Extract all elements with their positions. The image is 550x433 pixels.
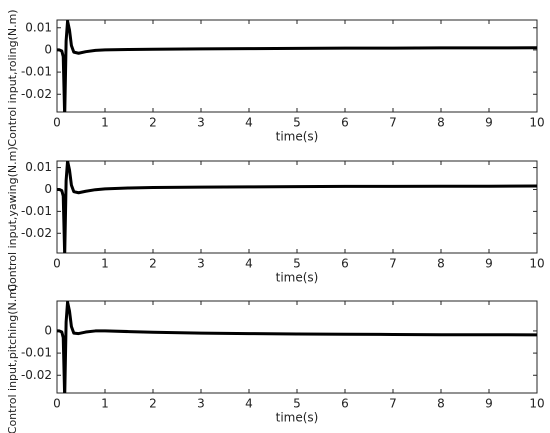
x-axis-label: time(s) <box>276 130 319 144</box>
y-tick-label: -0.02 <box>21 368 52 382</box>
x-axis-label: time(s) <box>276 271 319 285</box>
x-tick-label: 2 <box>149 257 157 271</box>
x-tick-label: 6 <box>341 116 349 130</box>
y-tick-label: -0.01 <box>21 346 52 360</box>
y-tick-label: 0.01 <box>25 20 52 34</box>
x-tick-label: 5 <box>293 397 301 411</box>
x-tick-label: 4 <box>245 397 253 411</box>
x-tick-label: 3 <box>197 397 205 411</box>
x-tick-label: 1 <box>101 397 109 411</box>
x-tick-label: 1 <box>101 257 109 271</box>
y-tick-label: 0 <box>44 323 52 337</box>
plot-area <box>56 160 538 254</box>
x-tick-label: 8 <box>437 397 445 411</box>
y-axis-label: Control input,roling(N.m) <box>6 9 19 146</box>
x-tick-label: 7 <box>389 257 397 271</box>
x-tick-label: 3 <box>197 257 205 271</box>
x-tick-label: 6 <box>341 257 349 271</box>
subplot: 0 1 2 3 4 5 6 7 8 9 10 -0.02 -0.01 0 0.01 time(s) Contro… <box>6 146 545 291</box>
line <box>57 161 537 253</box>
x-tick-label: 8 <box>437 257 445 271</box>
plot-area <box>56 19 538 113</box>
x-tick-label: 7 <box>389 397 397 411</box>
y-axis-label: Control input,yawing(N.m) <box>6 146 19 291</box>
y-axis-label: Control input,pitching(N.m) <box>6 284 19 433</box>
x-tick-label: 8 <box>437 116 445 130</box>
y-tick-label: 0 <box>44 42 52 56</box>
y-tick-label: -0.01 <box>21 204 52 218</box>
x-tick-label: 10 <box>529 257 544 271</box>
y-tick-label: 0 <box>44 182 52 196</box>
x-tick-label: 4 <box>245 257 253 271</box>
x-tick-label: 0 <box>53 257 61 271</box>
x-tick-label: 5 <box>293 257 301 271</box>
subplot: 0 1 2 3 4 5 6 7 8 9 10 -0.02 -0.01 0 time(s) Control in… <box>6 284 545 433</box>
line <box>57 301 537 393</box>
x-tick-label: 2 <box>149 116 157 130</box>
x-tick-label: 1 <box>101 116 109 130</box>
x-tick-label: 9 <box>485 397 493 411</box>
line <box>57 20 537 112</box>
x-tick-label: 9 <box>485 116 493 130</box>
x-tick-label: 4 <box>245 116 253 130</box>
x-axis-label: time(s) <box>276 411 319 425</box>
y-tick-label: 0.01 <box>25 160 52 174</box>
y-tick-label: -0.01 <box>21 65 52 79</box>
x-tick-label: 6 <box>341 397 349 411</box>
y-tick-label: -0.02 <box>21 226 52 240</box>
x-tick-label: 5 <box>293 116 301 130</box>
plot-area <box>56 300 538 394</box>
x-tick-label: 3 <box>197 116 205 130</box>
x-tick-label: 10 <box>529 397 544 411</box>
subplot: 0 1 2 3 4 5 6 7 8 9 10 -0.02 -0.01 0 0.01 time(s) Contro… <box>6 9 545 146</box>
x-tick-label: 2 <box>149 397 157 411</box>
x-tick-label: 7 <box>389 116 397 130</box>
x-tick-label: 10 <box>529 116 544 130</box>
x-tick-label: 9 <box>485 257 493 271</box>
x-tick-label: 0 <box>53 397 61 411</box>
x-tick-label: 0 <box>53 116 61 130</box>
y-tick-label: -0.02 <box>21 87 52 101</box>
